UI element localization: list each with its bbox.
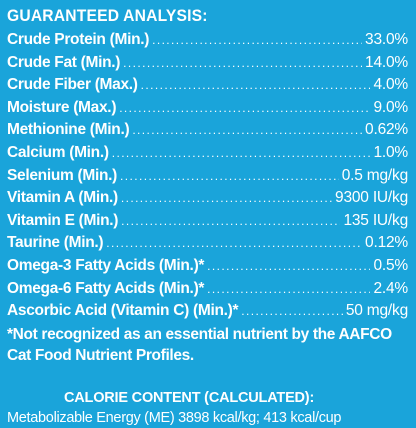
row-label: Omega-3 Fatty Acids (Min.)* bbox=[7, 256, 205, 274]
dot-leader bbox=[120, 165, 339, 188]
analysis-row-vitamin-e: Vitamin E (Min.) 135 IU/kg bbox=[7, 210, 408, 233]
row-label: Calcium (Min.) bbox=[7, 143, 109, 161]
row-label: Vitamin E (Min.) bbox=[7, 211, 119, 229]
analysis-row-omega-3: Omega-3 Fatty Acids (Min.)* 0.5% bbox=[7, 255, 408, 278]
row-label: Crude Protein (Min.) bbox=[7, 31, 150, 48]
row-value: 1.0% bbox=[373, 143, 408, 161]
footnote: *Not recognized as an essential nutrient… bbox=[7, 325, 392, 364]
row-label: Selenium (Min.) bbox=[7, 166, 118, 184]
row-value: 50 mg/kg bbox=[345, 302, 408, 320]
row-label: Omega-6 Fatty Acids (Min.)* bbox=[7, 279, 205, 297]
row-value: 9300 IU/kg bbox=[335, 189, 408, 207]
dot-leader bbox=[207, 278, 370, 301]
row-label: Crude Fat (Min.) bbox=[7, 53, 121, 71]
metabolizable-energy-line: Metabolizable Energy (ME) 3898 kcal/kg; … bbox=[7, 409, 342, 426]
row-value: 33.0% bbox=[365, 31, 408, 48]
dot-leader bbox=[121, 187, 332, 210]
row-value: 135 IU/kg bbox=[343, 211, 408, 229]
row-value: 4.0% bbox=[373, 76, 408, 94]
analysis-row-selenium: Selenium (Min.) 0.5 mg/kg bbox=[7, 165, 408, 188]
row-value: 9.0% bbox=[373, 98, 408, 116]
row-value: 2.4% bbox=[373, 279, 408, 297]
row-label: Taurine (Min.) bbox=[7, 234, 104, 252]
dot-leader bbox=[119, 97, 370, 120]
row-label: Methionine (Min.) bbox=[7, 121, 130, 139]
analysis-row-moisture: Moisture (Max.) 9.0% bbox=[7, 97, 408, 120]
row-label: Moisture (Max.) bbox=[7, 98, 117, 116]
dot-leader bbox=[152, 29, 362, 52]
analysis-row-crude-fat: Crude Fat (Min.) 14.0% bbox=[7, 52, 408, 75]
row-value: 0.62% bbox=[365, 121, 408, 139]
analysis-row-omega-6: Omega-6 Fatty Acids (Min.)* 2.4% bbox=[7, 278, 408, 301]
row-label: Crude Fiber (Max.) bbox=[7, 76, 138, 94]
row-value: 0.5% bbox=[373, 256, 408, 274]
analysis-rows: Crude Protein (Min.) 33.0% Crude Fat (Mi… bbox=[7, 29, 408, 323]
analysis-row-taurine: Taurine (Min.) 0.12% bbox=[7, 232, 408, 255]
dot-leader bbox=[207, 255, 370, 278]
analysis-heading: GUARANTEED ANALYSIS: bbox=[7, 6, 208, 25]
dot-leader bbox=[123, 52, 362, 75]
analysis-row-ascorbic-acid: Ascorbic Acid (Vitamin C) (Min.)* 50 mg/… bbox=[7, 300, 408, 323]
analysis-row-methionine: Methionine (Min.) 0.62% bbox=[7, 119, 408, 142]
analysis-row-calcium: Calcium (Min.) 1.0% bbox=[7, 142, 408, 165]
dot-leader bbox=[241, 300, 343, 323]
calorie-content-heading: CALORIE CONTENT (CALCULATED): bbox=[64, 389, 315, 406]
dot-leader bbox=[121, 210, 340, 233]
dot-leader bbox=[112, 142, 371, 165]
analysis-row-vitamin-a: Vitamin A (Min.) 9300 IU/kg bbox=[7, 187, 408, 210]
analysis-row-crude-fiber: Crude Fiber (Max.) 4.0% bbox=[7, 74, 408, 97]
row-value: 0.12% bbox=[365, 234, 408, 252]
dot-leader bbox=[106, 232, 362, 255]
row-label: Vitamin A (Min.) bbox=[7, 189, 118, 207]
analysis-row-crude-protein: Crude Protein (Min.) 33.0% bbox=[7, 29, 408, 52]
row-value: 14.0% bbox=[365, 53, 408, 71]
dot-leader bbox=[141, 74, 371, 97]
dot-leader bbox=[132, 119, 362, 142]
row-value: 0.5 mg/kg bbox=[341, 166, 408, 184]
row-label: Ascorbic Acid (Vitamin C) (Min.)* bbox=[7, 302, 239, 320]
